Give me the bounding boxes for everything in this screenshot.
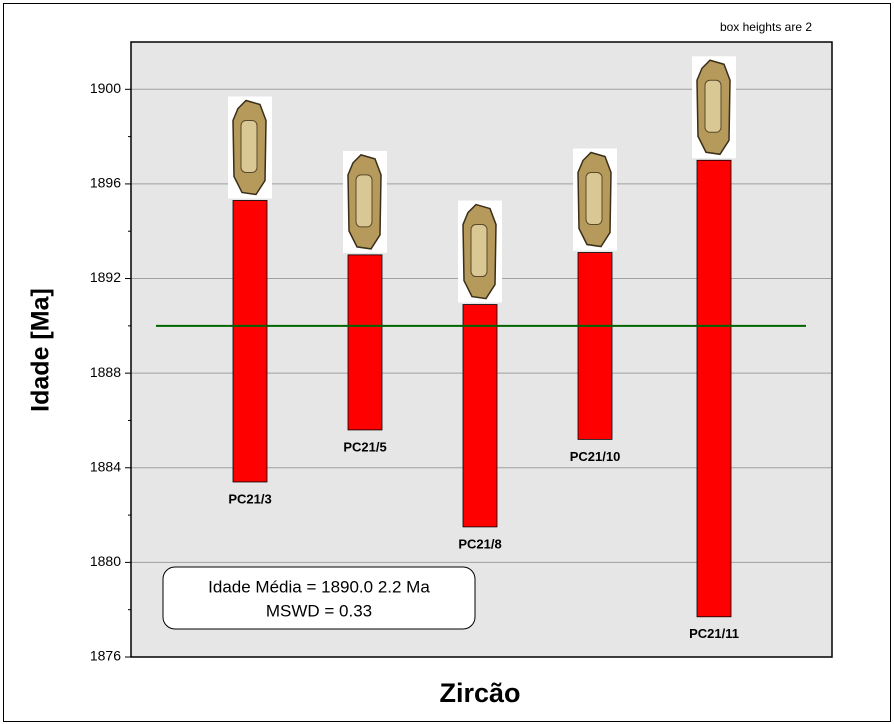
y-axis-label: Idade [Ma] xyxy=(27,288,55,412)
y-tick-label: 1900 xyxy=(90,80,121,96)
crystal-image xyxy=(692,56,736,159)
range-bar xyxy=(347,254,383,431)
crystal-inner xyxy=(355,174,373,228)
y-tick-label: 1896 xyxy=(90,175,121,191)
bar-label: PC21/11 xyxy=(689,626,739,641)
crystal-inner xyxy=(470,224,488,278)
crystal-inner xyxy=(585,172,603,226)
annotation: box heights are 2 xyxy=(720,20,812,34)
crystal-image xyxy=(573,148,617,251)
plot-border xyxy=(130,41,833,658)
crystal-image xyxy=(343,150,387,253)
y-tick-label: 1888 xyxy=(90,364,121,380)
plot-layer: 1876 1880 1884 1888 1892 1896 1900 PC21/3 PC21/5… xyxy=(90,56,832,664)
range-bar xyxy=(232,200,268,483)
crystal-image xyxy=(228,96,272,199)
y-tick-label: 1892 xyxy=(90,269,121,285)
range-bar xyxy=(696,159,732,618)
range-bar xyxy=(462,304,498,528)
y-tick-label: 1884 xyxy=(90,458,121,474)
y-tick-label: 1876 xyxy=(90,648,121,664)
summary-line: MSWD = 0.33 xyxy=(266,601,372,620)
crystal-inner xyxy=(704,79,722,133)
summary-line: Idade Média = 1890.0 2.2 Ma xyxy=(208,577,430,596)
y-tick-label: 1880 xyxy=(90,553,121,569)
crystal-inner xyxy=(240,119,258,173)
summary-box xyxy=(162,566,476,630)
range-bar xyxy=(577,252,613,440)
bar-label: PC21/3 xyxy=(228,491,271,506)
crystal-image xyxy=(458,200,502,303)
x-axis-label: Zircão xyxy=(439,678,520,708)
bar-label: PC21/5 xyxy=(343,439,386,454)
bar-label: PC21/8 xyxy=(458,536,501,551)
bar-label: PC21/10 xyxy=(570,449,621,464)
